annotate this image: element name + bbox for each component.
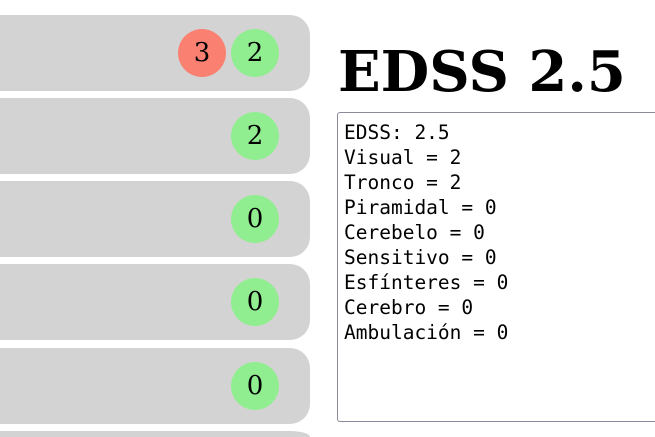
edss-summary-textarea[interactable]: EDSS: 2.5 Visual = 2 Tronco = 2 Piramida… [337, 112, 655, 422]
functional-system-card[interactable]: 0 [0, 181, 310, 257]
functional-system-card[interactable]: 2 [0, 98, 310, 174]
score-badge-alert: 3 [178, 29, 226, 77]
score-badges: 0 [231, 278, 279, 326]
score-badge-ok: 0 [231, 362, 279, 410]
score-badges: 2 [231, 112, 279, 160]
functional-system-card[interactable] [0, 431, 310, 437]
functional-system-card[interactable]: 0 [0, 348, 310, 424]
score-badge-ok: 0 [231, 195, 279, 243]
score-badges: 0 [231, 362, 279, 410]
score-badges: 0 [231, 195, 279, 243]
score-badge-ok: 2 [231, 29, 279, 77]
functional-system-card[interactable]: 0 [0, 264, 310, 340]
edss-score-title: EDSS 2.5 [338, 39, 626, 105]
score-badge-ok: 0 [231, 278, 279, 326]
score-badge-ok: 2 [231, 112, 279, 160]
